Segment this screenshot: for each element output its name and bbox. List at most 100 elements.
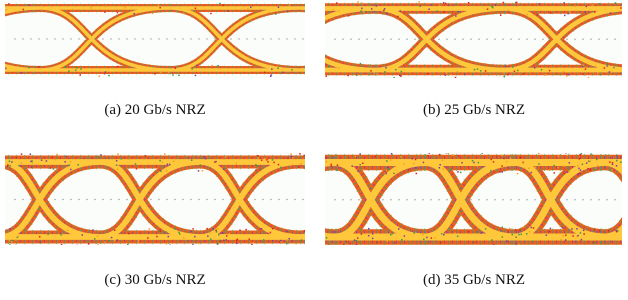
noise-speck bbox=[515, 236, 517, 238]
noise-speck bbox=[445, 152, 447, 154]
noise-speck bbox=[617, 157, 619, 159]
noise-speck bbox=[215, 161, 217, 163]
noise-speck bbox=[396, 244, 398, 246]
noise-speck bbox=[439, 164, 441, 166]
noise-speck bbox=[76, 67, 78, 69]
noise-speck bbox=[501, 230, 503, 232]
noise-speck bbox=[546, 234, 548, 236]
noise-speck bbox=[460, 172, 462, 174]
grid-dot bbox=[38, 38, 39, 39]
grid-dot bbox=[14, 199, 15, 200]
noise-speck bbox=[439, 167, 441, 169]
noise-speck bbox=[609, 161, 611, 163]
noise-speck bbox=[455, 246, 457, 248]
noise-speck bbox=[445, 3, 447, 5]
grid-dot bbox=[606, 39, 607, 40]
noise-speck bbox=[478, 162, 480, 164]
grid-dot bbox=[302, 38, 303, 39]
noise-speck bbox=[480, 232, 482, 234]
noise-speck bbox=[595, 169, 597, 171]
noise-speck bbox=[23, 9, 25, 11]
noise-speck bbox=[423, 239, 425, 241]
grid-dot bbox=[262, 38, 263, 39]
noise-speck bbox=[72, 9, 74, 11]
noise-speck bbox=[611, 169, 613, 171]
noise-speck bbox=[357, 237, 359, 239]
grid-dot bbox=[502, 199, 503, 200]
noise-speck bbox=[144, 246, 146, 248]
grid-dot bbox=[302, 199, 303, 200]
grid-dot bbox=[238, 38, 239, 39]
noise-speck bbox=[476, 166, 478, 168]
noise-speck bbox=[100, 154, 102, 156]
noise-speck bbox=[331, 164, 333, 166]
noise-speck bbox=[28, 4, 30, 6]
noise-speck bbox=[356, 244, 358, 246]
noise-speck bbox=[415, 159, 417, 161]
noise-speck bbox=[41, 159, 43, 161]
noise-speck bbox=[217, 65, 219, 67]
noise-speck bbox=[286, 231, 288, 233]
noise-speck bbox=[539, 3, 541, 5]
noise-speck bbox=[225, 239, 227, 241]
noise-speck bbox=[534, 67, 536, 69]
noise-speck bbox=[92, 229, 94, 231]
noise-speck bbox=[599, 74, 601, 76]
grid-dot bbox=[278, 199, 279, 200]
noise-speck bbox=[360, 63, 362, 65]
noise-speck bbox=[295, 243, 297, 245]
noise-speck bbox=[408, 169, 410, 171]
noise-speck bbox=[206, 228, 208, 230]
noise-speck bbox=[531, 172, 533, 174]
noise-speck bbox=[15, 239, 16, 241]
noise-speck bbox=[468, 2, 470, 3]
noise-speck bbox=[531, 227, 533, 229]
grid-dot bbox=[190, 199, 191, 200]
noise-speck bbox=[194, 236, 196, 238]
noise-speck bbox=[426, 237, 428, 239]
grid-dot bbox=[358, 39, 359, 40]
grid-dot bbox=[270, 38, 271, 39]
grid-dot bbox=[510, 39, 511, 40]
noise-speck bbox=[544, 74, 546, 76]
noise-speck bbox=[563, 71, 565, 73]
noise-speck bbox=[578, 158, 580, 160]
noise-speck bbox=[198, 243, 200, 245]
noise-speck bbox=[594, 243, 596, 245]
noise-speck bbox=[388, 240, 390, 242]
noise-speck bbox=[468, 157, 470, 159]
noise-speck bbox=[162, 162, 164, 164]
grid-dot bbox=[198, 38, 199, 39]
noise-speck bbox=[166, 243, 168, 245]
noise-speck bbox=[263, 239, 265, 241]
noise-speck bbox=[512, 66, 514, 68]
noise-speck bbox=[192, 228, 194, 230]
noise-speck bbox=[529, 231, 531, 233]
grid-dot bbox=[78, 199, 79, 200]
noise-speck bbox=[450, 168, 452, 170]
noise-speck bbox=[363, 169, 365, 171]
noise-speck bbox=[333, 157, 335, 159]
noise-speck bbox=[582, 64, 584, 66]
noise-speck bbox=[304, 230, 306, 232]
noise-speck bbox=[15, 245, 16, 247]
grid-dot bbox=[470, 199, 471, 200]
noise-speck bbox=[328, 66, 330, 68]
noise-speck bbox=[523, 226, 525, 228]
grid-dot bbox=[110, 199, 111, 200]
noise-speck bbox=[518, 234, 520, 236]
grid-dot bbox=[534, 39, 535, 40]
grid-dot bbox=[454, 39, 455, 40]
grid-dot bbox=[206, 199, 207, 200]
noise-speck bbox=[594, 229, 596, 231]
grid-dot bbox=[126, 38, 127, 39]
noise-speck bbox=[298, 166, 300, 168]
noise-speck bbox=[8, 3, 10, 4]
noise-speck bbox=[443, 11, 445, 13]
noise-speck bbox=[88, 243, 90, 245]
noise-speck bbox=[490, 170, 492, 172]
caption: (a) 20 Gb/s NRZ bbox=[104, 102, 205, 118]
grid-dot bbox=[158, 38, 159, 39]
caption: (c) 30 Gb/s NRZ bbox=[104, 272, 205, 288]
noise-speck bbox=[458, 11, 460, 13]
